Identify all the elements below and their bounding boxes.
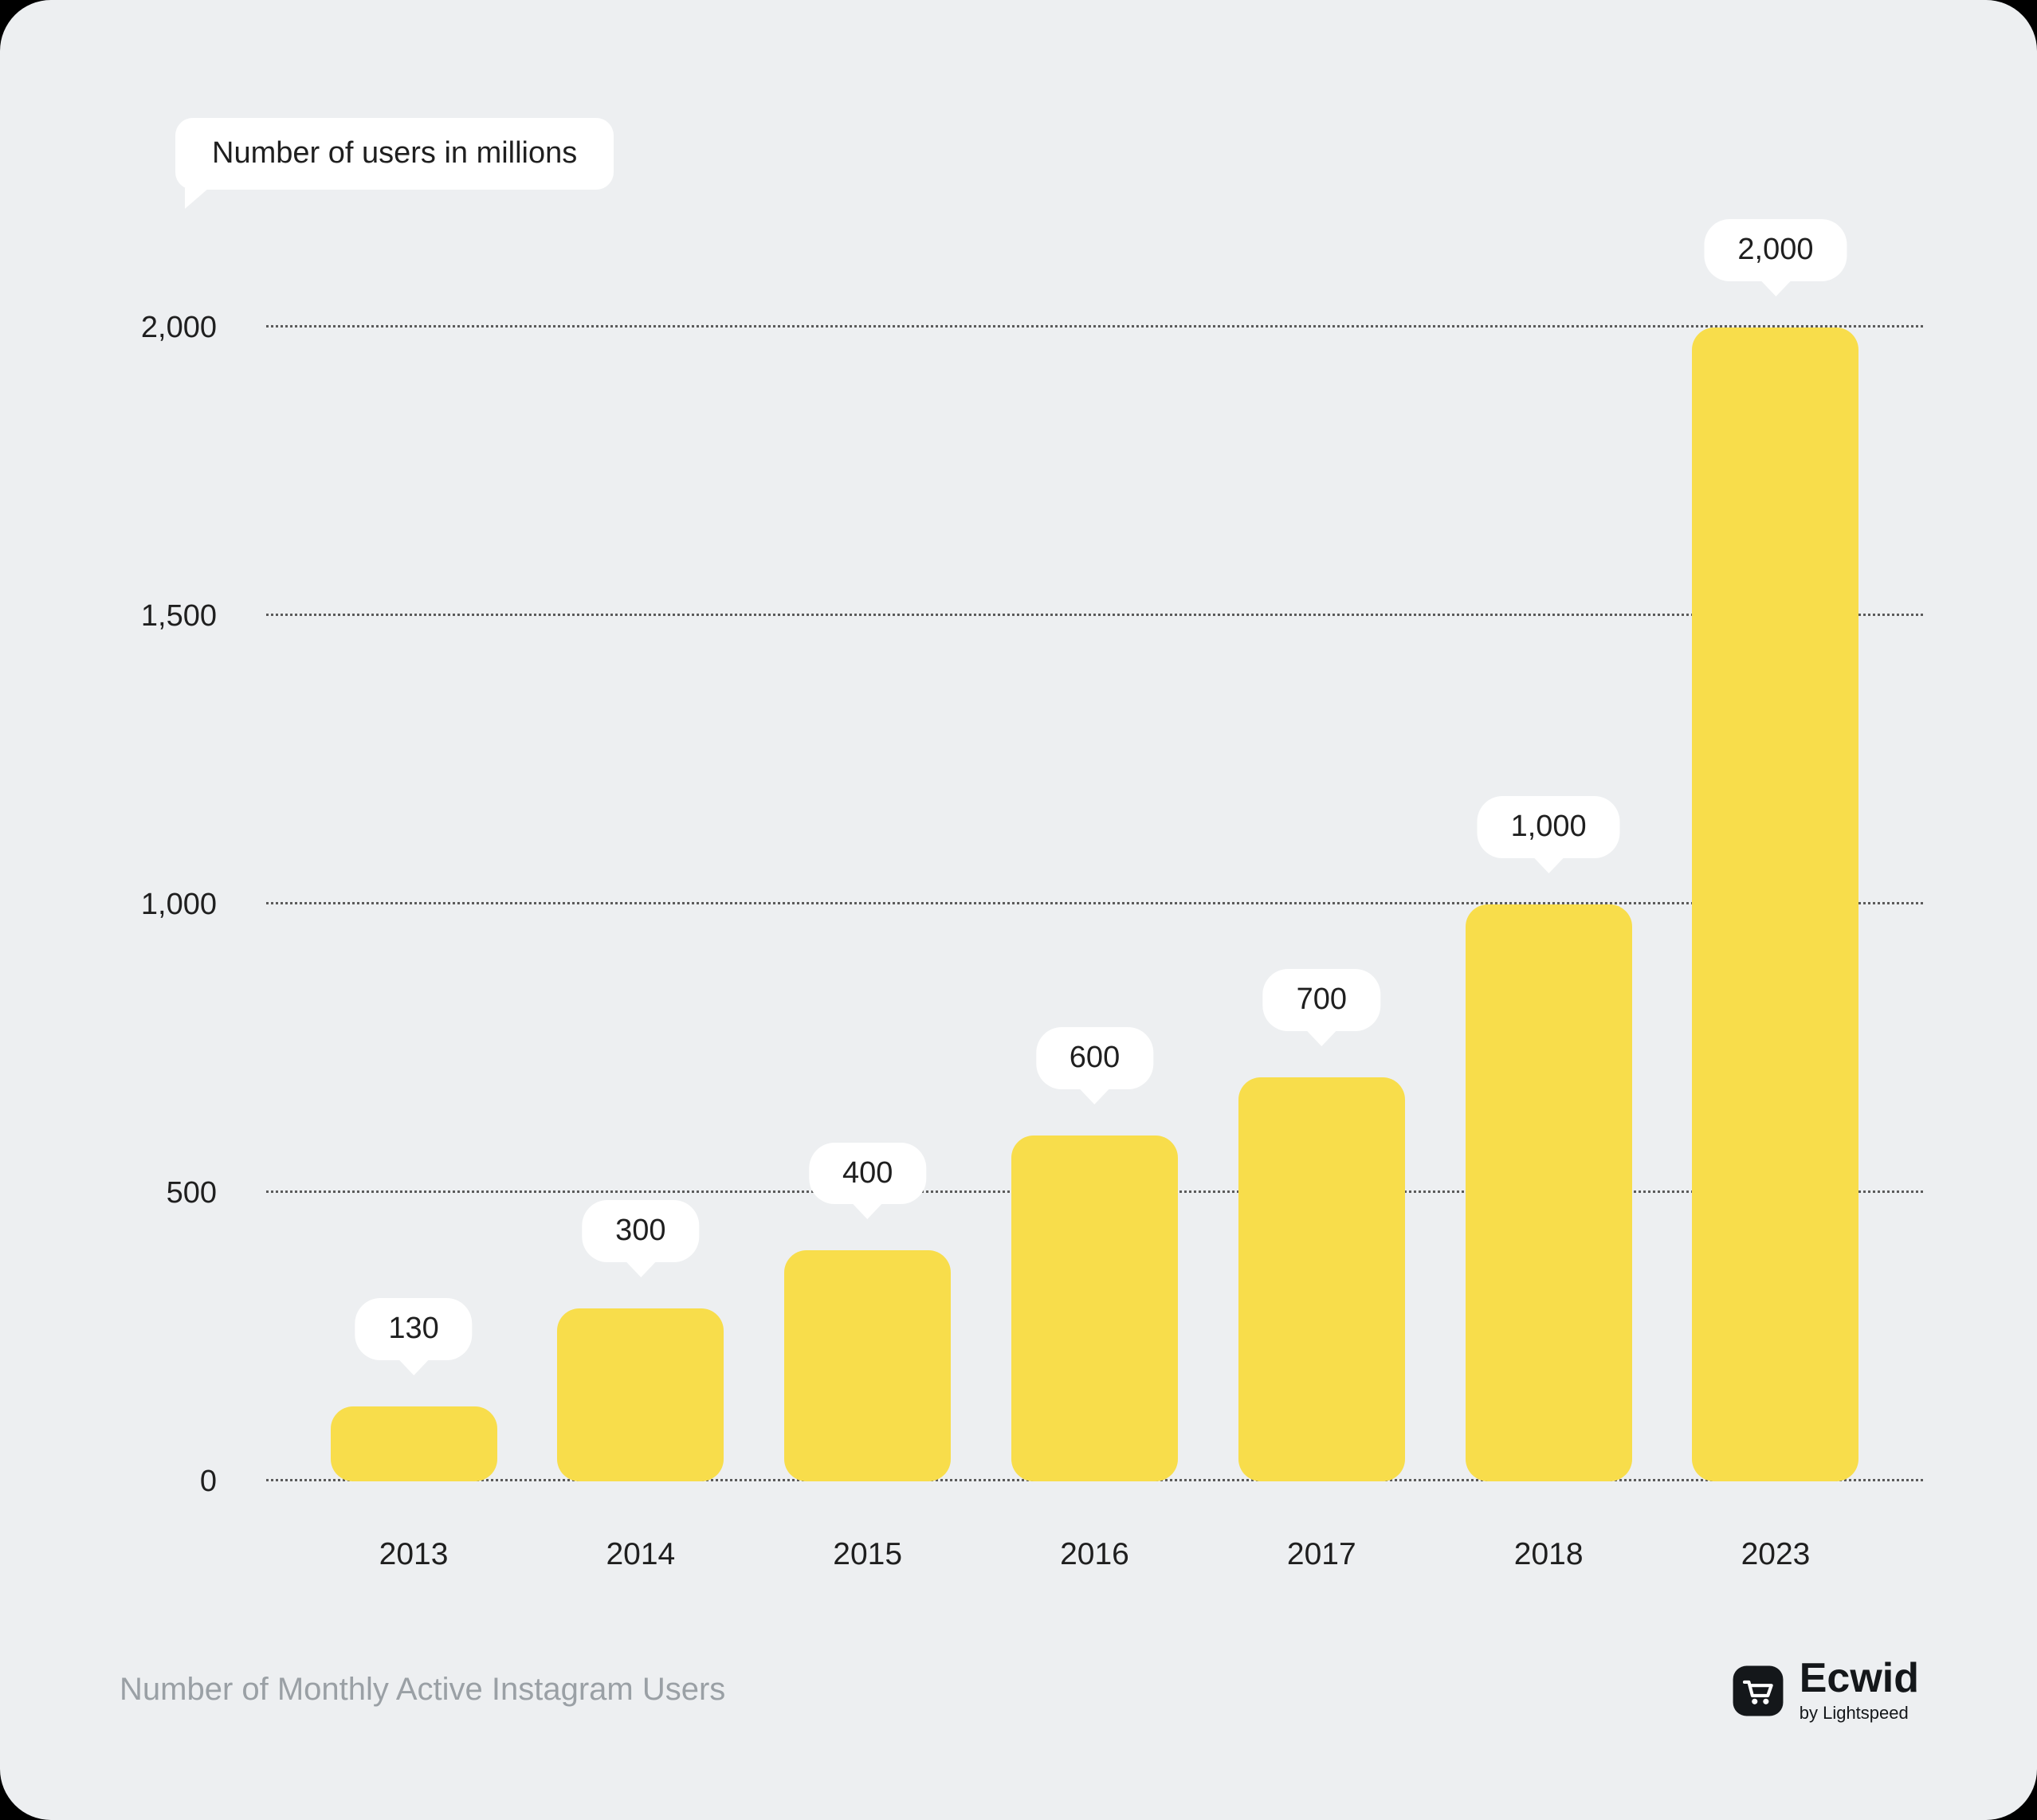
value-bubble-2016: 600 bbox=[1035, 1026, 1154, 1089]
brand-text: Ecwid by Lightspeed bbox=[1800, 1657, 1919, 1724]
x-axis-label-2017: 2017 bbox=[1286, 1537, 1356, 1571]
x-axis-label-2015: 2015 bbox=[833, 1537, 903, 1571]
y-axis-label: 0 bbox=[199, 1465, 217, 1498]
y-axis-label: 1,000 bbox=[140, 888, 217, 921]
value-bubble-2018: 1,000 bbox=[1477, 796, 1620, 858]
value-bubble-2014: 300 bbox=[582, 1200, 700, 1262]
value-bubble-2015: 400 bbox=[808, 1142, 927, 1205]
value-bubble-2013: 130 bbox=[355, 1298, 473, 1360]
x-axis-label-2016: 2016 bbox=[1060, 1537, 1129, 1571]
brand-byline: by Lightspeed bbox=[1799, 1703, 1909, 1723]
y-axis-label: 500 bbox=[166, 1176, 217, 1210]
value-bubble-2023: 2,000 bbox=[1704, 219, 1847, 281]
bar-2017 bbox=[1238, 1077, 1405, 1481]
brand-name: Ecwid bbox=[1799, 1655, 1919, 1701]
gridline-2,000 bbox=[266, 325, 1923, 328]
y-axis-label: 2,000 bbox=[140, 311, 217, 344]
chart-legend-label: Number of users in millions bbox=[212, 136, 578, 170]
bar-2013 bbox=[330, 1406, 497, 1481]
gridline-1,000 bbox=[266, 902, 1923, 904]
gridline-1,500 bbox=[266, 614, 1923, 616]
x-axis-label-2023: 2023 bbox=[1741, 1537, 1811, 1571]
y-axis-label: 1,500 bbox=[140, 599, 217, 633]
x-axis-label-2014: 2014 bbox=[606, 1537, 676, 1571]
shopping-cart-icon bbox=[1731, 1664, 1785, 1718]
plot-area: 0 500 1,000 1,500 2,000 130 2013 300 2014 400 2015… bbox=[141, 219, 1923, 1570]
chart-legend-bubble: Number of users in millions bbox=[175, 118, 614, 209]
x-axis-label-2018: 2018 bbox=[1513, 1537, 1584, 1571]
brand-logo: Ecwid by Lightspeed bbox=[1731, 1657, 1919, 1724]
bar-2018 bbox=[1465, 904, 1632, 1481]
bar-2023 bbox=[1692, 328, 1859, 1481]
bar-2016 bbox=[1011, 1135, 1178, 1481]
x-axis-label-2013: 2013 bbox=[379, 1537, 449, 1571]
chart-caption: Number of Monthly Active Instagram Users bbox=[120, 1672, 726, 1707]
value-bubble-2017: 700 bbox=[1262, 969, 1381, 1032]
bar-2015 bbox=[784, 1250, 952, 1481]
bar-2014 bbox=[557, 1308, 724, 1481]
